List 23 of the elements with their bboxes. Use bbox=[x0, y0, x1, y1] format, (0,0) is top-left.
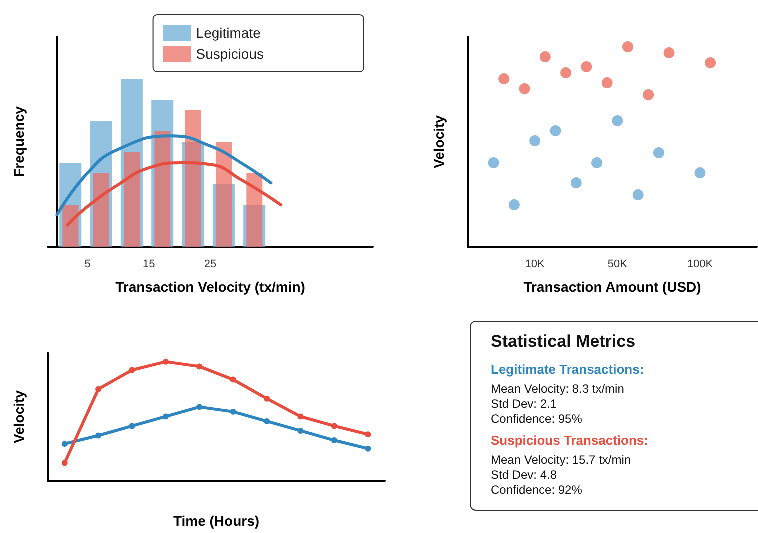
text: Suspicious Transactions: bbox=[491, 433, 650, 448]
text: Legitimate Transactions: bbox=[491, 362, 646, 377]
x-axis-title: Transaction Velocity (tx/min) bbox=[116, 279, 306, 295]
y-axis-title: Velocity bbox=[431, 115, 447, 168]
x-tick-label: 15 bbox=[143, 258, 156, 270]
x-tick-label: 50K bbox=[608, 258, 628, 270]
text: Confidence: 95% bbox=[491, 412, 584, 427]
text: Std Dev: 4.8 bbox=[491, 468, 558, 483]
y-axis-title: Velocity bbox=[11, 390, 27, 444]
x-axis-title: Time (Hours) bbox=[173, 513, 260, 529]
y-axis-title: Frequency bbox=[11, 106, 27, 178]
x-tick-label: 10K bbox=[525, 258, 546, 270]
legend-label: Legitimate bbox=[196, 25, 262, 41]
text: Std Dev: 2.1 bbox=[491, 397, 558, 412]
text: Mean Velocity: 15.7 tx/min bbox=[491, 453, 632, 468]
text: Confidence: 92% bbox=[491, 483, 584, 498]
legend-label: Suspicious bbox=[196, 46, 264, 62]
text: Statistical Metrics bbox=[491, 332, 637, 352]
x-tick-label: 100K bbox=[687, 258, 714, 270]
x-tick-label: 25 bbox=[204, 258, 217, 270]
text: Mean Velocity: 8.3 tx/min bbox=[491, 382, 626, 397]
x-tick-label: 5 bbox=[84, 258, 91, 270]
x-axis-title: Transaction Amount (USD) bbox=[524, 279, 702, 295]
